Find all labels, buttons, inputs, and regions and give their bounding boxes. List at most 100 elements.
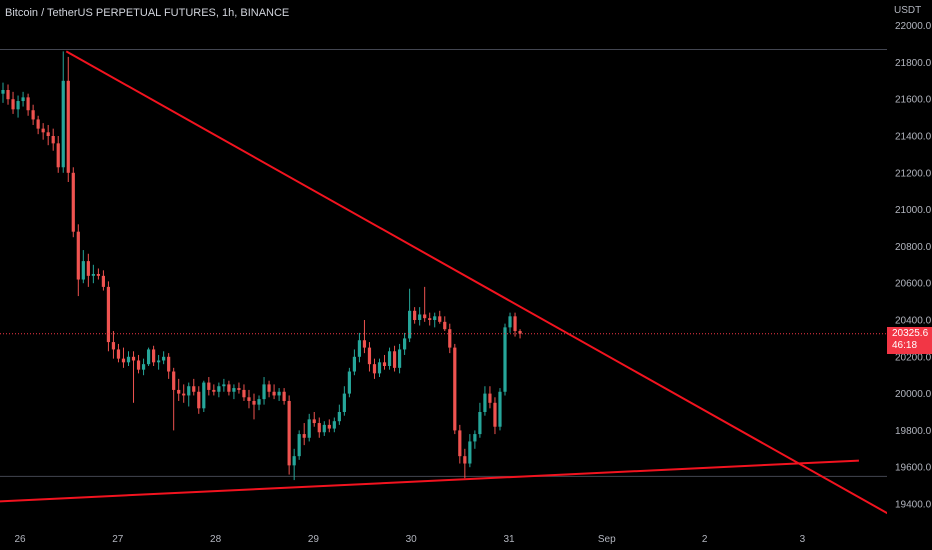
candle[interactable] — [418, 307, 422, 326]
candle[interactable] — [342, 386, 346, 416]
candle[interactable] — [518, 329, 522, 339]
candle[interactable] — [307, 413, 311, 442]
candle[interactable] — [478, 402, 482, 438]
candle[interactable] — [277, 388, 281, 401]
candle[interactable] — [11, 91, 15, 114]
candle[interactable] — [242, 384, 246, 401]
candle[interactable] — [302, 423, 306, 446]
candle[interactable] — [71, 167, 75, 238]
candle[interactable] — [232, 384, 236, 400]
candle[interactable] — [36, 115, 40, 135]
candle[interactable] — [372, 358, 377, 379]
candle[interactable] — [167, 353, 171, 379]
candle[interactable] — [493, 397, 497, 435]
candle[interactable] — [468, 434, 472, 468]
candle[interactable] — [433, 312, 437, 328]
candle[interactable] — [207, 377, 211, 396]
candle[interactable] — [312, 412, 316, 427]
candle[interactable] — [81, 250, 85, 284]
candle[interactable] — [382, 354, 387, 370]
candle[interactable] — [428, 312, 432, 326]
candle[interactable] — [297, 430, 301, 460]
candle[interactable] — [46, 124, 50, 146]
candle[interactable] — [6, 84, 10, 105]
candle[interactable] — [141, 358, 146, 376]
candle[interactable] — [357, 332, 362, 363]
candle[interactable] — [267, 380, 271, 398]
candle[interactable] — [332, 417, 336, 433]
candle[interactable] — [111, 331, 116, 359]
candle[interactable] — [51, 128, 55, 151]
candle[interactable] — [26, 93, 30, 116]
candle[interactable] — [257, 395, 261, 411]
candle[interactable] — [327, 419, 331, 433]
candle[interactable] — [443, 316, 447, 332]
candle[interactable] — [21, 91, 25, 107]
candle[interactable] — [31, 104, 35, 125]
candle[interactable] — [403, 332, 407, 355]
candle[interactable] — [116, 343, 121, 363]
candle[interactable] — [162, 351, 166, 365]
candle[interactable] — [458, 424, 462, 464]
price-axis-bg[interactable] — [887, 0, 932, 550]
candle[interactable] — [488, 386, 492, 409]
candle[interactable] — [172, 367, 176, 431]
candle[interactable] — [131, 351, 136, 403]
candle[interactable] — [292, 448, 296, 481]
candle[interactable] — [61, 51, 65, 173]
candle[interactable] — [66, 56, 70, 182]
candle[interactable] — [252, 393, 256, 420]
candle[interactable] — [387, 347, 392, 370]
candle[interactable] — [272, 384, 276, 400]
candle[interactable] — [337, 404, 341, 425]
candle[interactable] — [352, 349, 356, 376]
candle[interactable] — [508, 312, 512, 333]
candle[interactable] — [262, 377, 266, 405]
candle[interactable] — [182, 384, 186, 403]
candle[interactable] — [121, 347, 126, 368]
candle[interactable] — [377, 358, 382, 378]
candle[interactable] — [86, 253, 90, 287]
candle[interactable] — [41, 123, 45, 140]
candle[interactable] — [282, 388, 286, 405]
candle[interactable] — [212, 384, 216, 396]
candle[interactable] — [222, 378, 226, 392]
candle[interactable] — [16, 95, 20, 118]
candle[interactable] — [96, 268, 100, 280]
candle[interactable] — [322, 421, 326, 436]
candle[interactable] — [247, 389, 251, 409]
candle[interactable] — [157, 354, 161, 370]
candle[interactable] — [317, 417, 321, 438]
candle[interactable] — [463, 448, 467, 479]
candle[interactable] — [453, 343, 457, 435]
candle[interactable] — [473, 430, 477, 449]
candle[interactable] — [448, 323, 452, 354]
candle[interactable] — [202, 380, 206, 412]
candle[interactable] — [287, 395, 291, 475]
candle[interactable] — [503, 323, 507, 396]
candle[interactable] — [362, 320, 367, 354]
candle[interactable] — [146, 347, 151, 366]
candle[interactable] — [126, 351, 131, 366]
candle[interactable] — [187, 382, 191, 407]
candle[interactable] — [413, 307, 417, 324]
trendline-1[interactable] — [0, 459, 859, 506]
candle[interactable] — [177, 378, 181, 401]
candle[interactable] — [438, 310, 442, 324]
candle[interactable] — [136, 354, 141, 374]
candle[interactable] — [347, 367, 351, 398]
candle[interactable] — [152, 345, 156, 366]
candle[interactable] — [197, 386, 201, 414]
symbol-title[interactable]: Bitcoin / TetherUS PERPETUAL FUTURES, 1h… — [5, 7, 290, 19]
candle[interactable] — [367, 342, 372, 372]
candle[interactable] — [76, 224, 80, 297]
candle[interactable] — [1, 82, 5, 103]
candle[interactable] — [56, 136, 60, 173]
candle[interactable] — [397, 343, 402, 374]
candle[interactable] — [408, 288, 412, 343]
candle[interactable] — [91, 264, 95, 284]
candle[interactable] — [101, 270, 105, 291]
candle[interactable] — [217, 382, 221, 398]
trendline-0[interactable] — [65, 50, 892, 516]
